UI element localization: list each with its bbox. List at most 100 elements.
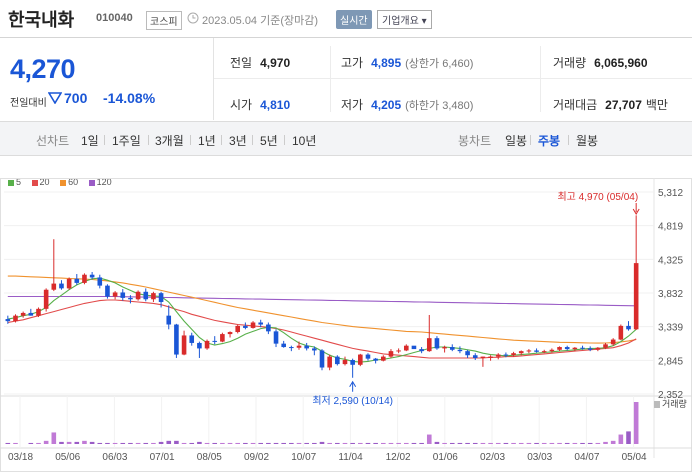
stock-header: 한국내화 010040 코스피 2023.05.04 기준(장마감) 실시간 기… (0, 0, 692, 36)
volume-bar (557, 442, 562, 444)
candle-body (495, 354, 501, 357)
volume-bar (128, 442, 133, 444)
company-info-button[interactable]: 기업개요 ▾ (377, 10, 432, 29)
period-10y[interactable]: 10년 (292, 134, 317, 148)
volume-bar (143, 442, 149, 444)
low-annotation: 최저 2,590 (10/14) (312, 395, 393, 407)
volume-bar (135, 442, 141, 444)
legend-ma20: 20 (31, 177, 50, 187)
volume-label-marker (654, 401, 660, 408)
candle-body (419, 349, 424, 352)
volume-bar (549, 442, 555, 444)
period-1d[interactable]: 1일 (81, 134, 99, 148)
candlestick-chart[interactable]: 5,312 4,819 4,325 3,832 3,339 2,845 2,352 03/18… (0, 158, 692, 472)
current-price: 4,270 (10, 54, 76, 84)
candle-body (128, 297, 133, 300)
legend-ma5: 5 (8, 177, 21, 187)
x-tick-label: 04/07 (574, 452, 599, 463)
period-5y[interactable]: 5년 (260, 134, 278, 148)
candle-body (105, 285, 110, 297)
candle-body (373, 358, 378, 361)
period-3y[interactable]: 3년 (229, 134, 247, 148)
clock-icon (187, 12, 199, 24)
volume-bar (105, 442, 110, 444)
candle-body (151, 293, 156, 300)
candle-body (220, 334, 225, 342)
period-weekly[interactable]: 주봉 (538, 134, 561, 148)
candle-body (396, 350, 401, 352)
candle-body (350, 360, 355, 365)
candle-body (281, 343, 286, 348)
volume-bar (419, 442, 424, 444)
y-tick-label: 3,832 (658, 289, 683, 300)
candle-body (327, 356, 332, 368)
candle-body (618, 325, 624, 340)
period-1y[interactable]: 1년 (198, 134, 216, 148)
realtime-button[interactable]: 실시간 (336, 10, 372, 29)
market-badge: 코스피 (146, 11, 182, 30)
separator (148, 135, 149, 145)
volume-bar (66, 441, 72, 444)
x-tick-label: 02/03 (480, 452, 505, 463)
y-tick-label: 4,325 (658, 255, 683, 266)
high-annotation: 최고 4,970 (05/04) (557, 191, 638, 203)
candle-body (312, 348, 317, 351)
candle-body (204, 340, 210, 349)
candle-body (74, 278, 80, 283)
volume-bar (51, 432, 57, 444)
prev-close-value: 4,970 (260, 56, 291, 70)
volume-bar (350, 442, 355, 444)
volume-bar (434, 441, 440, 444)
stock-code: 010040 (96, 12, 133, 24)
volume-bar (603, 441, 608, 444)
period-1w[interactable]: 1주일 (112, 134, 141, 148)
volume-bar (526, 442, 532, 444)
volume-bar (610, 440, 616, 444)
volume-bar (503, 442, 509, 444)
volume-bar (296, 442, 302, 444)
volume-bar (449, 442, 455, 444)
volume-bar (518, 442, 524, 444)
stock-name: 한국내화 (8, 10, 75, 30)
candle-body (633, 263, 639, 330)
current-price-box: 4,270 전일대비 700 -14.08% (0, 38, 214, 120)
y-tick-label: 4,819 (658, 222, 683, 233)
candle-body (166, 315, 172, 325)
candle-body (610, 339, 616, 345)
candle-body (28, 312, 34, 316)
candle-body (465, 351, 470, 356)
period-3m[interactable]: 3개월 (155, 134, 184, 148)
legend-ma120: 120 (88, 177, 112, 187)
volume-bar (342, 442, 348, 444)
upper-limit: (상한가 6,460) (405, 58, 474, 70)
volume-bar (227, 442, 233, 444)
candle-body (235, 325, 241, 333)
volume-bar (250, 442, 256, 444)
low-stat: 저가 4,205 (하한가 3,480) (341, 98, 474, 112)
x-tick-label: 10/07 (291, 452, 316, 463)
period-daily[interactable]: 일봉 (505, 134, 528, 148)
x-tick-label: 05/04 (622, 452, 647, 463)
line-chart-label: 선차트 (36, 134, 70, 148)
volume-bar (495, 442, 501, 444)
candle-body (158, 293, 164, 303)
candle-body (319, 350, 325, 368)
legend-ma60: 60 (60, 177, 78, 187)
candle-body (626, 325, 631, 330)
ma120-line (7, 295, 637, 307)
separator (252, 135, 253, 145)
volume-bar (5, 442, 11, 444)
period-monthly[interactable]: 월봉 (576, 134, 599, 148)
candle-body (480, 356, 486, 358)
candle-body (541, 351, 547, 353)
volume-bar (626, 431, 631, 444)
volume-bar (335, 442, 340, 444)
open-value: 4,810 (260, 98, 291, 112)
candle-chart-label: 봉차트 (458, 134, 492, 148)
candle-body (5, 319, 11, 322)
candle-body (82, 274, 87, 283)
volume-bar (480, 442, 486, 444)
candle-body (358, 354, 363, 365)
volume-bar (442, 442, 447, 444)
volume-bar (97, 442, 103, 444)
